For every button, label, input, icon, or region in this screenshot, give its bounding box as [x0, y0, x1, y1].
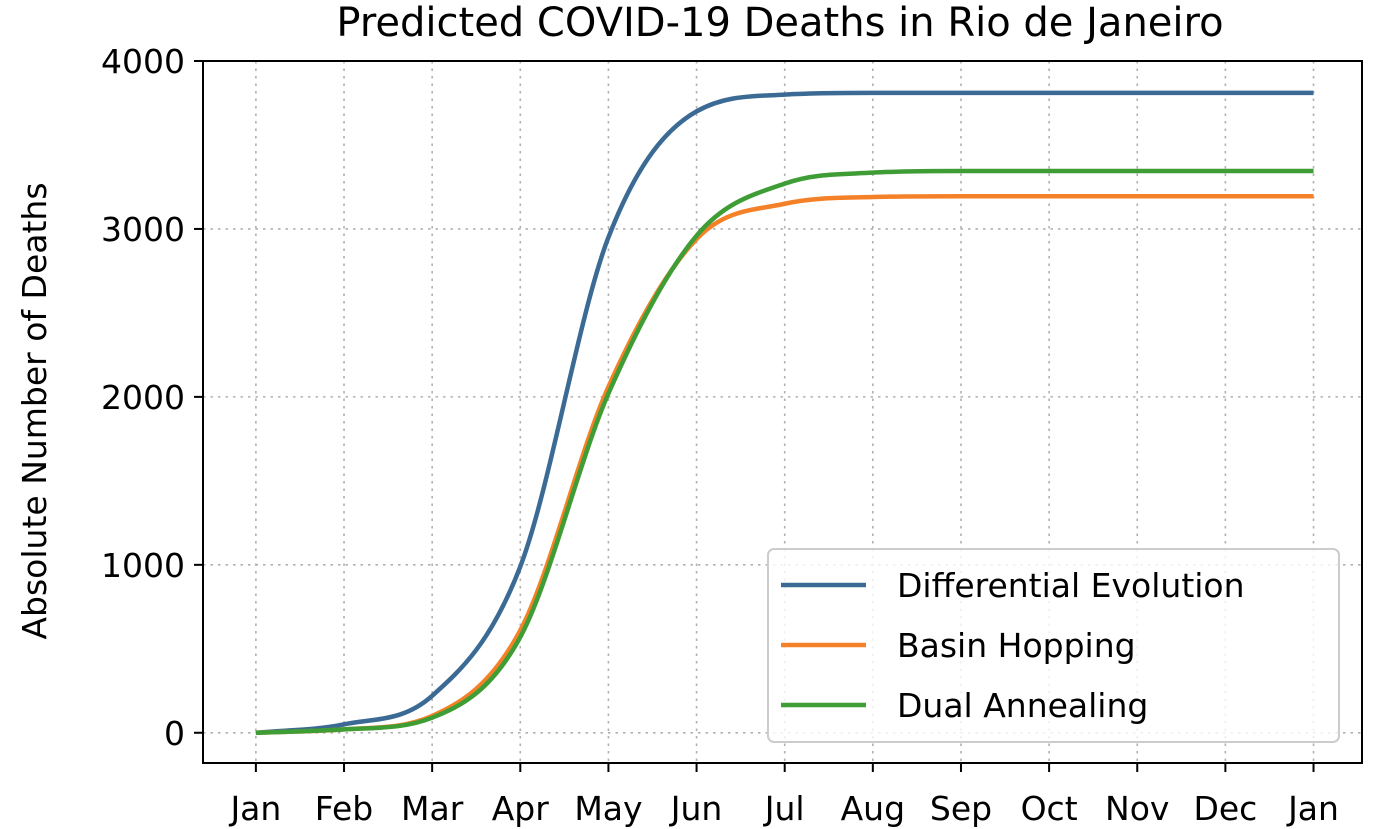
y-tick-label: 1000	[101, 546, 185, 585]
x-tick-label: Sep	[930, 789, 992, 828]
x-tick-label: Apr	[492, 789, 550, 828]
x-tick-label: Feb	[315, 789, 373, 828]
legend-box	[767, 548, 1340, 743]
y-tick-label: 0	[164, 714, 185, 753]
legend-label-basin-hopping: Basin Hopping	[897, 626, 1136, 665]
x-tick-label: Mar	[401, 789, 464, 828]
x-tick-label: Aug	[841, 789, 905, 828]
y-tick-label: 3000	[101, 210, 185, 249]
legend: Differential Evolution Basin Hopping Dual …	[767, 548, 1340, 743]
axis-ticks: Jan Feb Mar Apr May Jun Jul Aug Sep Oct Nov Dec Jan 0…	[101, 42, 1339, 828]
x-tick-label: Jul	[763, 789, 805, 828]
plot-series	[255, 90, 1314, 736]
y-tick-label: 4000	[101, 42, 185, 81]
x-tick-label: Nov	[1105, 789, 1169, 828]
series-line-dual-annealing	[255, 168, 1314, 736]
x-tick-label: Jan	[228, 789, 281, 828]
series-line-differential-evolution	[255, 90, 1314, 736]
x-tick-label: Dec	[1193, 789, 1257, 828]
x-tick-label: Jan	[1286, 789, 1339, 828]
legend-label-differential-evolution: Differential Evolution	[897, 566, 1245, 605]
legend-label-dual-annealing: Dual Annealing	[897, 686, 1148, 725]
y-axis-label: Absolute Number of Deaths	[15, 182, 54, 639]
x-tick-label: May	[574, 789, 642, 828]
x-tick-label: Oct	[1021, 789, 1078, 828]
plot-frame	[202, 60, 1363, 764]
x-tick-label: Jun	[669, 789, 723, 828]
chart-title: Predicted COVID-19 Deaths in Rio de Jane…	[336, 0, 1223, 46]
y-tick-label: 2000	[101, 378, 185, 417]
